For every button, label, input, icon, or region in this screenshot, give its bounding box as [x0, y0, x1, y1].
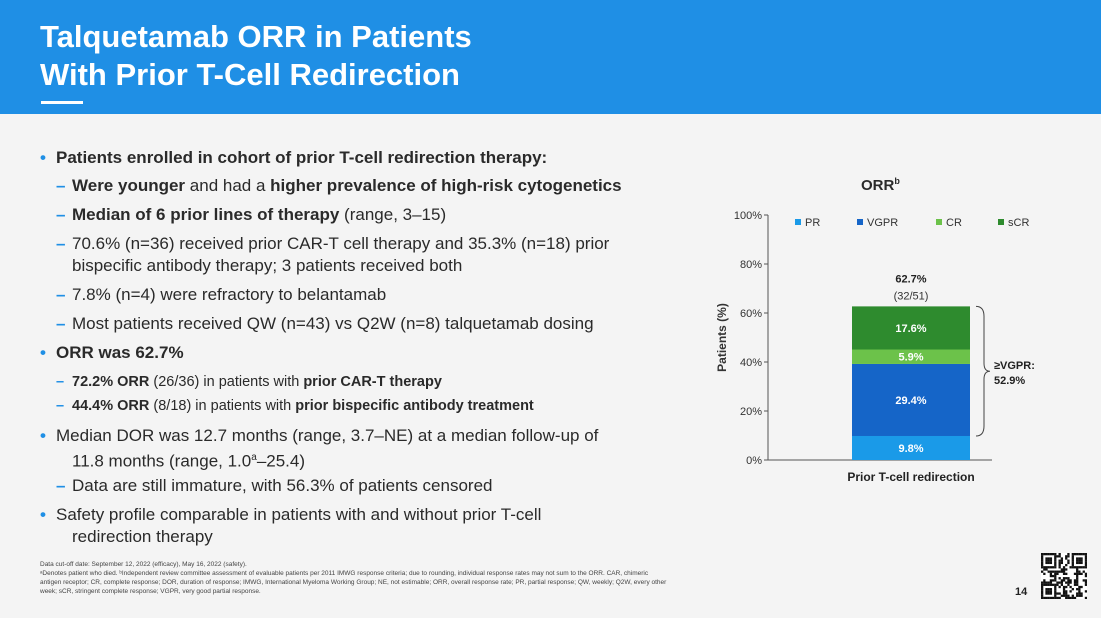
bullet-marker: •: [40, 148, 46, 167]
chart-title: ORRb: [861, 176, 900, 194]
y-tick-label: 60%: [740, 308, 762, 320]
dash-marker: –: [56, 476, 66, 495]
total-label: 62.7%: [895, 273, 926, 285]
legend-swatch-pr: [795, 219, 801, 225]
legend-swatch-scr: [998, 219, 1004, 225]
bullet-text: Data are still immature, with 56.3% of p…: [72, 476, 493, 495]
dash-marker: –: [56, 374, 65, 390]
y-tick-label: 100%: [734, 210, 762, 222]
dash-marker: –: [56, 176, 66, 195]
legend-label-cr: CR: [946, 217, 962, 229]
bullet-marker: •: [40, 343, 46, 362]
vgpr-bracket: [975, 305, 991, 437]
dash-marker: –: [56, 285, 66, 304]
bullet-text: ORR was 62.7%: [56, 343, 184, 362]
bar-segment-scr: [852, 306, 970, 350]
bullet-text: Were younger and had a higher prevalence…: [72, 176, 622, 195]
bullet-text: bispecific antibody therapy; 3 patients …: [72, 256, 463, 275]
qr-code-icon[interactable]: [1041, 553, 1087, 599]
bar-segment-cr: [852, 349, 970, 364]
bullet-text: Safety profile comparable in patients wi…: [56, 505, 542, 524]
data-label-pr: 9.8%: [898, 443, 923, 455]
bullet-text: Patients enrolled in cohort of prior T-c…: [56, 148, 548, 167]
footnote-line: Data cut-off date: September 12, 2022 (e…: [40, 561, 247, 568]
bar-segment-pr: [852, 435, 970, 460]
slide-header: Talquetamab ORR in Patients With Prior T…: [0, 0, 1101, 114]
bullet-text: 44.4% ORR (8/18) in patients with prior …: [72, 398, 534, 414]
footnotes: Data cut-off date: September 12, 2022 (e…: [40, 560, 1000, 596]
dash-marker: –: [56, 234, 66, 253]
y-tick-label: 40%: [740, 357, 762, 369]
bullet-text: 11.8 months (range, 1.0a–25.4): [72, 451, 306, 471]
title-underline: [41, 101, 83, 104]
data-label-vgpr: 29.4%: [895, 395, 926, 407]
bullet-marker: •: [40, 426, 46, 445]
legend-label-scr: sCR: [1008, 217, 1029, 229]
orr-stacked-bar-chart: 0% 20% 40% 60% 80% 100% Patients (%) 9.8% 29.4% 5…: [715, 210, 1035, 484]
y-tick-label: 80%: [740, 259, 762, 271]
bullet-marker: •: [40, 505, 46, 524]
title-line-1: Talquetamab ORR in Patients: [40, 19, 472, 54]
bracket-value: 52.9%: [994, 375, 1025, 387]
footnote-line: week; sCR, stringent complete response; …: [40, 588, 261, 595]
page-number: 14: [1015, 586, 1028, 598]
legend-label-vgpr: VGPR: [867, 217, 898, 229]
data-label-scr: 17.6%: [895, 323, 926, 335]
bracket-label: ≥VGPR:: [994, 360, 1035, 372]
footnote-line: antigen receptor; CR, complete response;…: [40, 579, 667, 586]
dash-marker: –: [56, 205, 66, 224]
y-tick-label: 0%: [746, 455, 762, 467]
bullet-text: Most patients received QW (n=43) vs Q2W …: [72, 314, 594, 333]
y-tick-label: 20%: [740, 406, 762, 418]
legend-swatch-cr: [936, 219, 942, 225]
bullet-text: 72.2% ORR (26/36) in patients with prior…: [72, 374, 442, 390]
legend-swatch-vgpr: [857, 219, 863, 225]
y-axis-label: Patients (%): [715, 303, 729, 372]
legend-label-pr: PR: [805, 217, 820, 229]
footnote-line: ᵃDenotes patient who died. ᵇIndependent …: [40, 570, 649, 577]
x-category-label: Prior T-cell redirection: [847, 470, 974, 484]
dash-marker: –: [56, 314, 66, 333]
slide-title: Talquetamab ORR in Patients With Prior T…: [40, 18, 472, 94]
total-sublabel: (32/51): [894, 290, 929, 302]
bullet-text: 7.8% (n=4) were refractory to belantamab: [72, 285, 387, 304]
bullet-text: 70.6% (n=36) received prior CAR-T cell t…: [72, 234, 610, 253]
bullet-text: redirection therapy: [72, 527, 213, 546]
bar-segment-vgpr: [852, 363, 970, 436]
bullet-text: Median DOR was 12.7 months (range, 3.7–N…: [56, 426, 599, 445]
bullet-text: Median of 6 prior lines of therapy (rang…: [72, 205, 447, 224]
data-label-cr: 5.9%: [898, 352, 923, 364]
dash-marker: –: [56, 398, 65, 414]
title-line-2: With Prior T-Cell Redirection: [40, 57, 460, 92]
